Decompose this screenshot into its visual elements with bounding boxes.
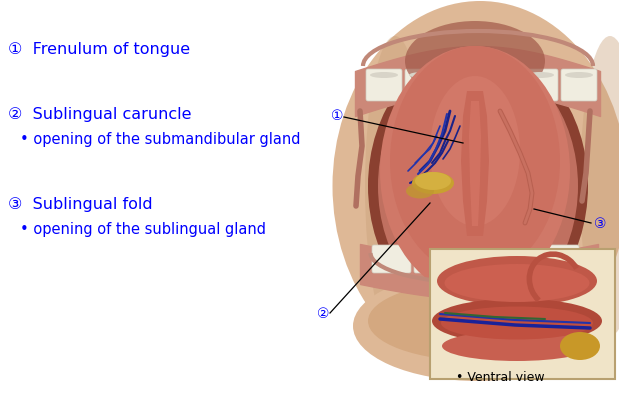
PathPatch shape	[461, 92, 489, 237]
Text: ②: ②	[317, 306, 329, 320]
Ellipse shape	[580, 37, 619, 336]
FancyBboxPatch shape	[456, 245, 495, 273]
Ellipse shape	[353, 271, 603, 381]
FancyBboxPatch shape	[540, 245, 579, 273]
Text: ③: ③	[594, 217, 606, 231]
Ellipse shape	[365, 37, 425, 336]
FancyBboxPatch shape	[498, 245, 537, 273]
Ellipse shape	[448, 73, 476, 79]
Text: ①  Frenulum of tongue: ① Frenulum of tongue	[8, 42, 190, 57]
Ellipse shape	[526, 73, 554, 79]
Text: ①: ①	[331, 109, 344, 123]
Ellipse shape	[380, 47, 570, 296]
FancyBboxPatch shape	[372, 245, 411, 273]
Text: • opening of the submandibular gland: • opening of the submandibular gland	[20, 132, 300, 147]
Ellipse shape	[409, 73, 437, 79]
Text: • Ventral view: • Ventral view	[456, 370, 544, 383]
Ellipse shape	[487, 73, 515, 79]
Ellipse shape	[412, 172, 454, 194]
Ellipse shape	[368, 281, 588, 361]
Ellipse shape	[390, 47, 560, 276]
Ellipse shape	[430, 77, 520, 227]
Ellipse shape	[442, 331, 592, 361]
Ellipse shape	[368, 47, 588, 326]
FancyBboxPatch shape	[414, 245, 453, 273]
Ellipse shape	[378, 57, 578, 316]
Text: • opening of the sublingual gland: • opening of the sublingual gland	[20, 221, 266, 237]
FancyBboxPatch shape	[366, 70, 402, 102]
Ellipse shape	[415, 172, 451, 190]
Ellipse shape	[432, 299, 602, 344]
Ellipse shape	[565, 73, 593, 79]
FancyBboxPatch shape	[483, 70, 519, 102]
FancyBboxPatch shape	[561, 70, 597, 102]
Ellipse shape	[332, 2, 619, 371]
Ellipse shape	[560, 332, 600, 360]
FancyBboxPatch shape	[405, 70, 441, 102]
Ellipse shape	[405, 22, 545, 102]
PathPatch shape	[469, 102, 481, 227]
Ellipse shape	[370, 73, 398, 79]
FancyBboxPatch shape	[444, 70, 480, 102]
Ellipse shape	[441, 307, 593, 340]
Text: ③  Sublingual fold: ③ Sublingual fold	[8, 196, 153, 211]
Text: ②  Sublingual caruncle: ② Sublingual caruncle	[8, 107, 191, 122]
Ellipse shape	[437, 256, 597, 306]
FancyBboxPatch shape	[430, 249, 615, 379]
Ellipse shape	[444, 264, 589, 302]
Ellipse shape	[406, 184, 434, 199]
FancyBboxPatch shape	[522, 70, 558, 102]
